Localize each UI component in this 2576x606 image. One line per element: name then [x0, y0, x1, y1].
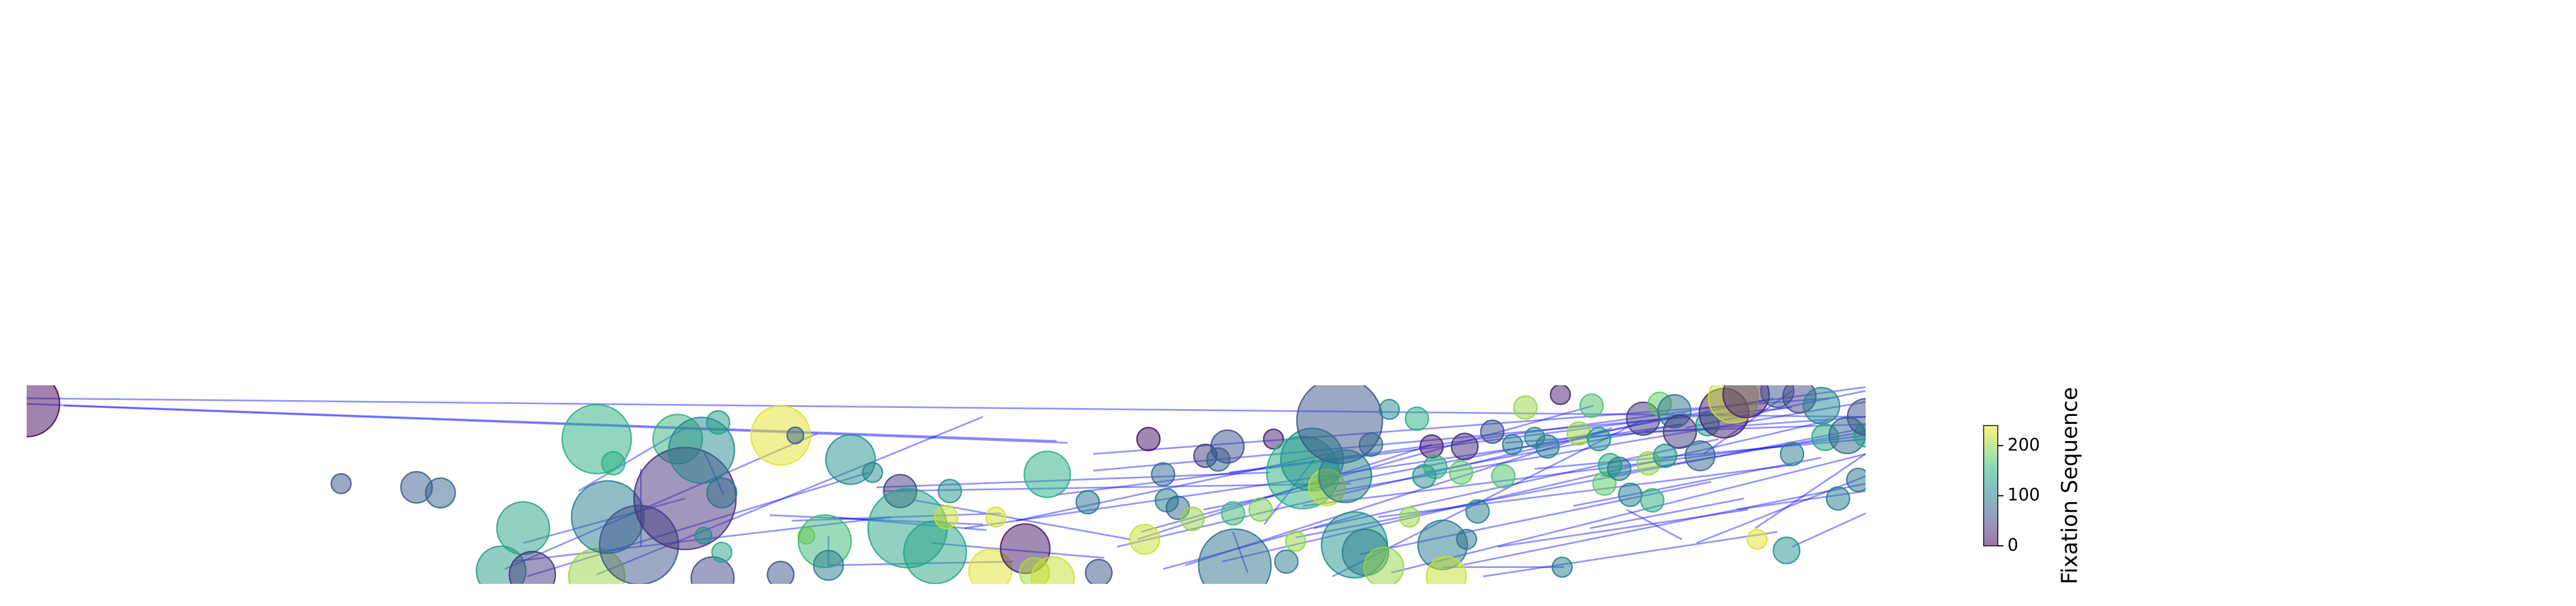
scanpath-segment	[1626, 508, 1682, 540]
fixation-point	[1535, 434, 1560, 459]
scanpath-segment	[27, 403, 1057, 442]
fixation-point	[508, 550, 557, 584]
fixation-point	[1419, 434, 1444, 459]
fixation-point	[706, 410, 731, 435]
fixation-point	[1075, 490, 1100, 515]
scanpath-segment	[1460, 482, 1866, 566]
fixation-point	[1399, 506, 1420, 528]
fixation-point	[1513, 395, 1538, 420]
fixation-point	[1136, 427, 1161, 452]
fixation-point	[1502, 434, 1523, 456]
fixation-point	[1274, 549, 1299, 574]
fixation-point	[1426, 556, 1467, 584]
scanpath-segment	[1295, 429, 1857, 538]
scanpath-segment	[27, 397, 1866, 418]
scanpath-segment	[1573, 457, 1822, 507]
colorbar-label: Fixation Sequence	[2057, 387, 2082, 584]
fixation-point	[1318, 449, 1373, 503]
fixation-point	[1653, 443, 1678, 468]
fixation-point	[1449, 460, 1474, 485]
fixation-point	[496, 501, 550, 556]
fixation-point	[1746, 528, 1768, 550]
fixation-point	[1023, 451, 1071, 498]
fixation-point	[1550, 385, 1571, 405]
fixation-point	[1198, 528, 1272, 584]
fixation-point	[1480, 419, 1505, 444]
fixation-point	[767, 561, 795, 584]
fixation-point	[1262, 428, 1285, 450]
fixation-point	[1465, 499, 1490, 524]
scanpath-segment	[1391, 453, 1866, 574]
scanpath-segment	[1497, 508, 1748, 548]
fixation-point	[424, 477, 456, 509]
colorbar-tick-label: 200	[2007, 435, 2040, 455]
fixation-point	[1773, 536, 1801, 565]
colorbar-tick-label: 0	[2007, 536, 2018, 556]
fixation-point	[985, 506, 1007, 528]
fixation-point	[1151, 462, 1176, 487]
fixation-point	[711, 541, 733, 563]
fixation-point	[1846, 398, 1866, 436]
fixation-point	[1846, 468, 1866, 493]
fixation-point	[1803, 386, 1841, 425]
scanpath-segment	[1791, 512, 1866, 548]
fixation-point	[750, 405, 811, 466]
scanpath-segment	[1754, 453, 1866, 529]
fixation-point	[968, 549, 1013, 584]
colorbar: 0 100 200 Fixation Sequence	[1983, 387, 2082, 584]
fixation-point	[1779, 441, 1804, 466]
fixation-point	[1220, 501, 1245, 526]
fixation-point	[1662, 414, 1697, 449]
fixation-point	[706, 477, 738, 509]
scanpath-segment	[1378, 464, 1792, 518]
fixation-point	[1378, 398, 1400, 420]
colorbar-tick-label: 100	[2007, 485, 2040, 505]
fixation-point	[1363, 546, 1404, 584]
fixation-point	[1180, 506, 1205, 532]
fixation-point	[1640, 488, 1665, 513]
fixation-point	[1085, 558, 1113, 584]
fixation-point	[933, 504, 959, 529]
fixation-point	[1129, 524, 1160, 555]
fixation-point	[786, 426, 805, 445]
fixation-point	[330, 473, 352, 495]
fixation-point	[1586, 427, 1611, 452]
fixation-point	[601, 451, 626, 475]
fixation-point	[27, 385, 61, 437]
fixation-points	[27, 385, 1866, 584]
fixation-point	[1551, 556, 1573, 578]
fixation-point	[1618, 482, 1643, 507]
fixation-point	[690, 556, 735, 584]
fixation-point	[1404, 406, 1429, 431]
fixation-point	[1248, 497, 1273, 522]
scanpath-segment	[1483, 531, 1778, 578]
fixation-point	[1491, 464, 1516, 489]
colorbar-ticks: 0 100 200	[1998, 435, 2040, 556]
fixation-point	[1566, 421, 1591, 446]
fixation-point	[1451, 432, 1479, 461]
fixation-point	[1825, 486, 1850, 511]
fixation-point	[694, 527, 713, 545]
fixation-point	[1358, 432, 1383, 457]
scanpath-segment	[1589, 498, 1745, 529]
fixation-point	[813, 549, 844, 581]
fixation-point	[1684, 440, 1716, 472]
fixation-point	[903, 520, 967, 584]
fixation-point	[1456, 528, 1478, 550]
fixation-point	[1030, 556, 1075, 584]
fixation-point	[1285, 531, 1306, 552]
scanpath-segment	[1303, 434, 1866, 507]
fixation-point	[1607, 456, 1632, 481]
fixation-point	[862, 462, 883, 483]
colorbar-gradient	[1983, 425, 1998, 546]
fixation-point	[1210, 429, 1245, 464]
plot-area	[27, 385, 1866, 584]
fixation-point	[1423, 455, 1448, 479]
fixation-point	[1579, 393, 1604, 418]
fixation-point	[937, 478, 962, 503]
